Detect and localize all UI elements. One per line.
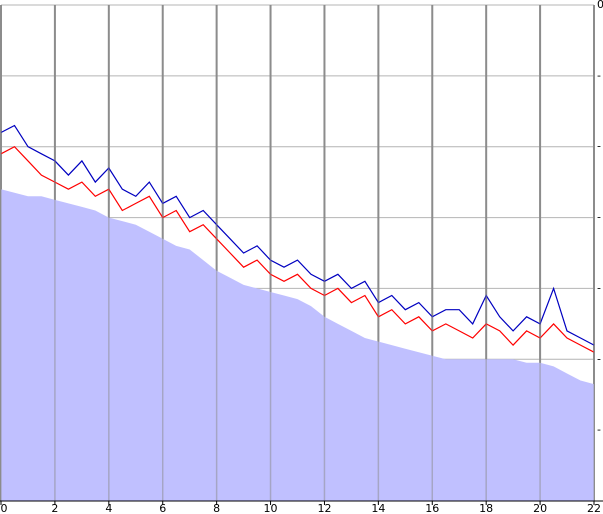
x-tick-label: 8 bbox=[213, 502, 220, 514]
line bbox=[0, 124, 595, 346]
y-tick-label: - bbox=[597, 211, 601, 224]
x-tick-label: 22 bbox=[587, 502, 601, 514]
x-tick-label: 4 bbox=[105, 502, 112, 514]
y-tick-label: - bbox=[597, 352, 601, 365]
y-tick-label: - bbox=[597, 281, 601, 294]
x-tick-label: 20 bbox=[533, 502, 547, 514]
x-tick-label: 14 bbox=[371, 502, 385, 514]
x-tick-label: 16 bbox=[425, 502, 439, 514]
area bbox=[1, 189, 594, 501]
y-tick-label: - bbox=[597, 69, 601, 82]
x-tick-label: 6 bbox=[159, 502, 166, 514]
x-tick-label: 2 bbox=[51, 502, 58, 514]
y-tick-label: - bbox=[597, 423, 601, 436]
x-tick-label: 12 bbox=[317, 502, 331, 514]
y-tick-label: - bbox=[597, 494, 601, 507]
line bbox=[0, 145, 595, 353]
y-tick-label: - bbox=[597, 140, 601, 153]
y-tick-label: 0 bbox=[597, 0, 603, 11]
x-tick-label: 0 bbox=[1, 502, 8, 514]
x-tick-label: 18 bbox=[479, 502, 493, 514]
x-tick-label: 10 bbox=[264, 502, 278, 514]
